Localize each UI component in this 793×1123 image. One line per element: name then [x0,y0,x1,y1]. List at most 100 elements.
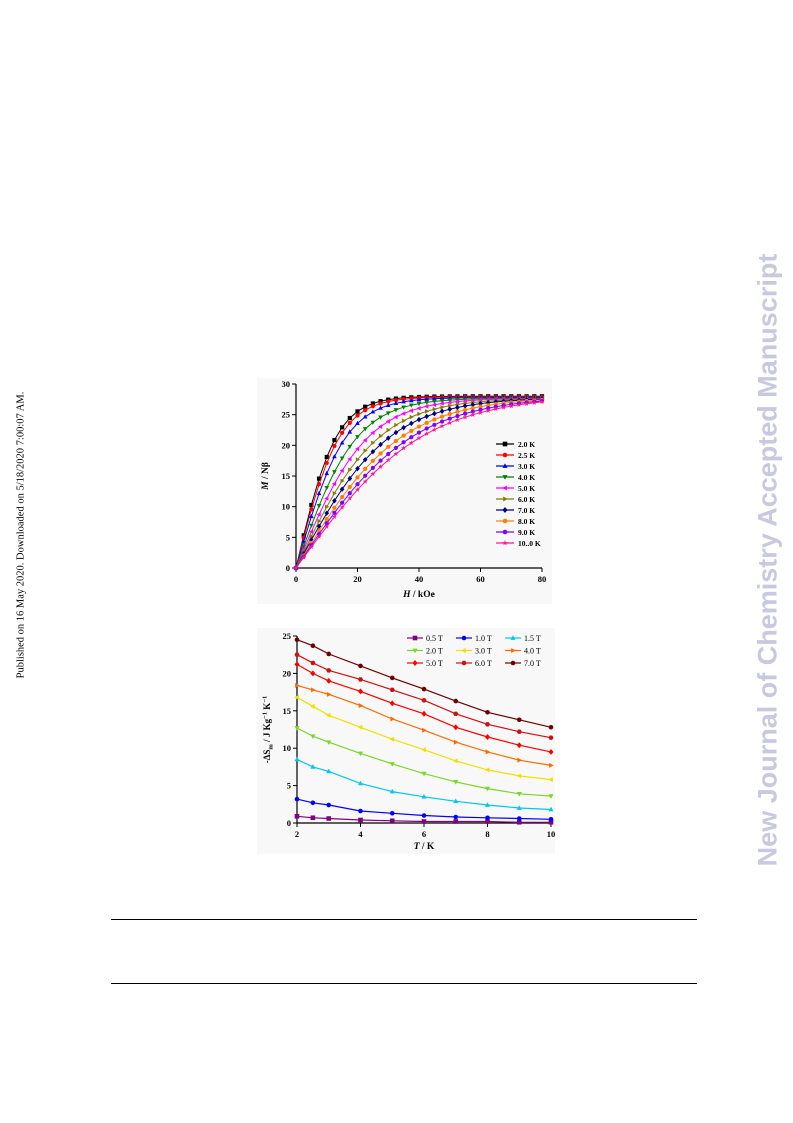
entropy-point [310,734,316,739]
publication-note: Published on 16 May 2020. Downloaded on … [14,385,28,685]
entropy-point [485,815,490,821]
mag-point [385,457,391,463]
entropy-point [357,724,363,730]
entropy-point [294,637,300,643]
mag-legend-label: 9.0 K [518,528,535,537]
entropy-legend-label: 1.0 T [475,634,492,643]
entropy-point [389,762,395,767]
mag-point [362,427,368,432]
entropy-legend-marker [412,648,418,654]
entropy-legend-marker [461,647,466,654]
mag-y-axis-label: M / Nβ [261,462,271,491]
entropy-point [389,818,395,824]
entropy-point [310,703,315,709]
mag-point [393,400,399,405]
mag-point [424,413,429,420]
mag-point [347,456,352,462]
mag-point [431,402,437,408]
mag-y-tick-label: 15 [282,471,291,481]
entropy-line-7-0-t [296,639,552,728]
entropy-point [421,794,427,799]
entropy-point [421,771,427,777]
mag-legend: 2.0 K 2.5 K 3.0 K 4.0 K 5.0 K 6.0 K 7.0 K 8.0 K… [496,440,541,548]
mag-point [462,398,467,404]
mag-point [340,425,345,430]
mag-legend-item: 8.0 K [496,517,535,526]
mag-point [362,478,368,484]
mag-point [316,504,322,509]
entropy-legend-marker [510,660,516,666]
mag-point [355,435,360,440]
entropy-point [516,729,522,734]
entropy-point [294,813,300,819]
mag-point [385,435,391,441]
entropy-legend-item: 7.0 T [505,659,541,668]
entropy-legend-label: 4.0 T [524,647,541,656]
mag-point [339,456,345,461]
mag-point [378,401,383,406]
mag-legend-item: 4.0 K [496,473,535,482]
entropy-line-3-0-t [296,696,552,781]
entropy-point [389,788,395,794]
mag-point [324,521,329,526]
mag-point [324,517,330,522]
entropy-point [516,773,522,779]
mag-point [385,444,391,449]
mag-point [401,405,406,410]
mag-x-tick-label: 20 [353,574,362,584]
mag-x-tick-label: 60 [476,574,485,584]
entropy-x-tick-label: 10 [547,829,555,839]
mag-point [293,565,299,571]
entropy-y-tick-label: 15 [283,706,292,716]
mag-point [301,533,306,538]
entropy-y-tick-label: 20 [283,668,292,678]
mag-background [257,378,552,604]
mag-legend-label: 6.0 K [518,495,535,504]
entropy-point [326,740,332,745]
entropy-point [484,786,491,792]
entropy-x-tick-label: 6 [422,829,426,839]
mag-point [370,409,376,414]
publication-note-text: Published on 16 May 2020. Downloaded on … [15,391,27,679]
mag-point [340,430,345,435]
mag-point [324,470,330,476]
entropy-point [485,819,490,824]
mag-point [432,417,437,422]
entropy-series-1-5-t [294,756,554,812]
mag-x-tick-label: 80 [538,574,547,584]
mag-point [401,440,406,445]
mag-point [477,409,484,415]
entropy-point [548,819,554,825]
entropy-point [452,758,458,764]
entropy-line-1-0-t [296,798,552,820]
mag-point [432,396,437,401]
mag-point [331,514,338,520]
mag-point [339,495,345,500]
mag-point [409,435,414,440]
entropy-point [421,747,426,753]
entropy-line-5-0-t [296,663,552,753]
mag-point [454,399,460,404]
mag-point [394,422,399,428]
mag-point [325,504,330,510]
mag-point [378,415,383,420]
mag-point [455,413,460,419]
mag-point [317,518,322,524]
entropy-point [548,748,554,755]
entropy-point [310,800,316,806]
mag-point [448,403,453,409]
mag-point [378,399,383,404]
mag-point [516,402,522,408]
entropy-legend-item: 6.0 T [456,659,492,668]
entropy-legend-item: 1.5 T [505,634,541,643]
mag-point [424,426,429,431]
mag-point [324,454,329,460]
mag-point [339,486,345,492]
mag-point [431,426,437,432]
mag-x-tick-label: 40 [415,574,424,584]
entropy-point [453,698,459,704]
entropy-point [421,686,427,692]
mag-point [354,487,361,492]
entropy-point [325,712,331,718]
mag-point [385,419,390,424]
